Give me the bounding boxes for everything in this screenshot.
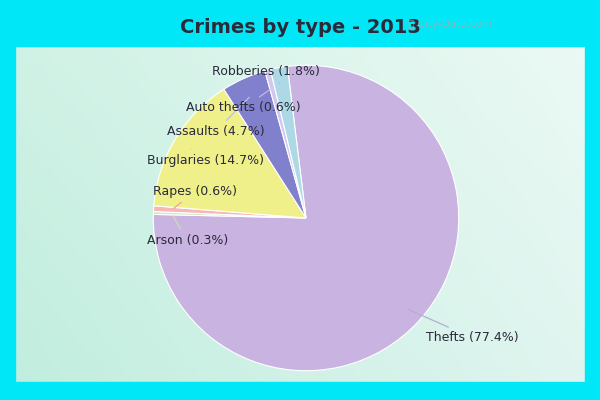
Text: ⓘ City-Data.com: ⓘ City-Data.com <box>407 19 492 29</box>
Wedge shape <box>153 65 459 371</box>
Text: Robberies (1.8%): Robberies (1.8%) <box>212 66 320 84</box>
Text: Thefts (77.4%): Thefts (77.4%) <box>408 309 518 344</box>
Wedge shape <box>224 71 306 218</box>
Wedge shape <box>265 70 306 218</box>
Wedge shape <box>154 89 306 218</box>
Text: Assaults (4.7%): Assaults (4.7%) <box>167 97 264 138</box>
Text: Auto thefts (0.6%): Auto thefts (0.6%) <box>187 90 301 114</box>
Wedge shape <box>271 66 306 218</box>
Text: Rapes (0.6%): Rapes (0.6%) <box>153 185 237 208</box>
Wedge shape <box>154 212 306 218</box>
Text: Burglaries (14.7%): Burglaries (14.7%) <box>146 149 263 167</box>
Text: Crimes by type - 2013: Crimes by type - 2013 <box>179 18 421 37</box>
Text: Arson (0.3%): Arson (0.3%) <box>146 216 228 247</box>
Wedge shape <box>154 206 306 218</box>
